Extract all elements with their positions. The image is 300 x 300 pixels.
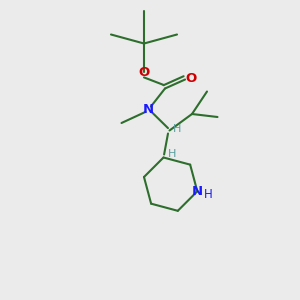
- Text: N: N: [192, 185, 203, 198]
- Text: N: N: [143, 103, 154, 116]
- Text: H: H: [204, 188, 213, 201]
- Text: H: H: [168, 149, 177, 159]
- Text: O: O: [138, 65, 150, 79]
- Text: O: O: [185, 71, 196, 85]
- Text: H: H: [173, 124, 181, 134]
